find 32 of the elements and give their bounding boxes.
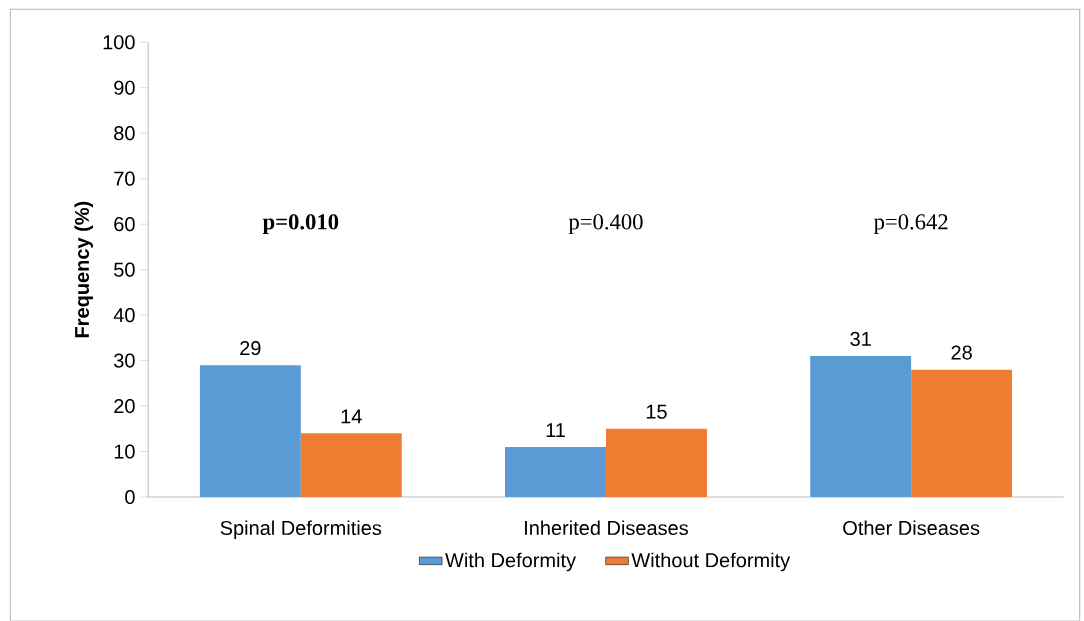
annotation: p=0.400 — [568, 213, 643, 234]
x-tick-label: Inherited Diseases — [525, 520, 688, 535]
annotation: p=0.642 — [873, 213, 948, 234]
data-label: 15 — [646, 404, 667, 419]
data-label: 14 — [341, 409, 362, 424]
y-tick-label: 60 — [114, 216, 135, 231]
bar — [300, 433, 402, 497]
y-tick-label: 10 — [114, 444, 135, 459]
legend-label: With Deformity — [445, 552, 577, 572]
y-tick-label: 80 — [114, 125, 135, 141]
x-tick-label: Other Diseases — [843, 520, 980, 535]
bar — [199, 364, 301, 497]
data-label: 31 — [850, 331, 871, 346]
bar — [505, 446, 606, 497]
y-tick-label: 40 — [113, 307, 135, 322]
bar — [810, 355, 912, 497]
y-tick-label: 100 — [103, 34, 135, 50]
bar — [911, 369, 1013, 497]
data-label: 28 — [951, 345, 972, 360]
annotation: p=0.010 — [262, 213, 339, 234]
y-tick-label: 20 — [114, 398, 135, 413]
y-tick-label: 30 — [114, 353, 135, 368]
data-label: 29 — [240, 340, 261, 355]
y-tick-label: 50 — [114, 262, 135, 277]
y-axis-title: Frequency (%) — [74, 201, 93, 337]
bar — [605, 428, 707, 497]
y-tick-label: 70 — [114, 171, 135, 186]
y-tick-label: 90 — [114, 80, 135, 95]
data-label: 11 — [546, 422, 565, 437]
x-tick-label: Spinal Deformities — [220, 520, 382, 539]
y-tick-label: 0 — [125, 489, 135, 504]
legend-label: Without Deformity — [631, 552, 791, 572]
